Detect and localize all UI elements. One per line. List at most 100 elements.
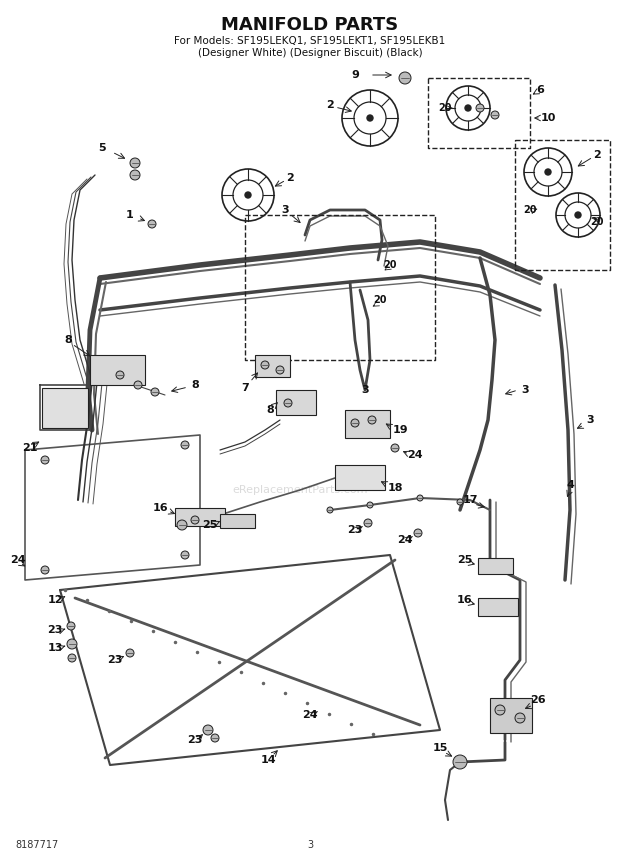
Circle shape bbox=[203, 725, 213, 735]
Circle shape bbox=[130, 158, 140, 168]
Circle shape bbox=[417, 495, 423, 501]
Circle shape bbox=[177, 520, 187, 530]
Text: 15: 15 bbox=[432, 743, 448, 753]
Text: 16: 16 bbox=[457, 595, 473, 605]
Text: 25: 25 bbox=[202, 520, 218, 530]
Text: 7: 7 bbox=[241, 383, 249, 393]
Text: 2: 2 bbox=[286, 173, 294, 183]
Circle shape bbox=[495, 705, 505, 715]
Circle shape bbox=[67, 622, 75, 630]
Text: 14: 14 bbox=[260, 755, 276, 765]
Text: 23: 23 bbox=[347, 525, 363, 535]
Text: 4: 4 bbox=[566, 480, 574, 490]
Text: 8: 8 bbox=[64, 335, 72, 345]
Circle shape bbox=[476, 104, 484, 112]
Text: 8: 8 bbox=[266, 405, 274, 415]
Text: 12: 12 bbox=[47, 595, 63, 605]
Circle shape bbox=[465, 105, 471, 111]
Text: 3: 3 bbox=[521, 385, 529, 395]
Bar bbox=[335, 465, 385, 490]
Bar bbox=[42, 388, 88, 428]
Text: 6: 6 bbox=[536, 85, 544, 95]
Circle shape bbox=[414, 529, 422, 537]
Bar bbox=[478, 598, 518, 616]
Circle shape bbox=[191, 516, 199, 524]
Text: 26: 26 bbox=[530, 695, 546, 705]
Circle shape bbox=[367, 502, 373, 508]
Bar bbox=[345, 410, 390, 438]
Circle shape bbox=[130, 170, 140, 180]
Bar bbox=[175, 508, 225, 526]
Text: 16: 16 bbox=[152, 503, 168, 513]
Text: 25: 25 bbox=[458, 555, 472, 565]
Circle shape bbox=[545, 169, 551, 175]
Text: 3: 3 bbox=[307, 840, 313, 850]
Text: MANIFOLD PARTS: MANIFOLD PARTS bbox=[221, 16, 399, 34]
Text: 24: 24 bbox=[10, 555, 26, 565]
Circle shape bbox=[126, 649, 134, 657]
Text: 23: 23 bbox=[107, 655, 123, 665]
Text: 3: 3 bbox=[586, 415, 594, 425]
Circle shape bbox=[491, 111, 499, 119]
Text: (Designer White) (Designer Biscuit) (Black): (Designer White) (Designer Biscuit) (Bla… bbox=[198, 48, 422, 58]
Bar bbox=[490, 698, 532, 733]
Circle shape bbox=[327, 507, 333, 513]
Text: 19: 19 bbox=[392, 425, 408, 435]
Text: 1: 1 bbox=[126, 210, 134, 220]
Bar bbox=[220, 514, 255, 528]
Circle shape bbox=[368, 416, 376, 424]
Text: 18: 18 bbox=[388, 483, 403, 493]
Text: 24: 24 bbox=[397, 535, 413, 545]
Circle shape bbox=[351, 419, 359, 427]
Circle shape bbox=[515, 713, 525, 723]
Text: 5: 5 bbox=[98, 143, 106, 153]
Text: 24: 24 bbox=[302, 710, 318, 720]
Text: 21: 21 bbox=[22, 443, 38, 453]
Circle shape bbox=[261, 361, 269, 369]
Text: 23: 23 bbox=[47, 625, 63, 635]
Circle shape bbox=[284, 399, 292, 407]
Circle shape bbox=[391, 444, 399, 452]
Text: 9: 9 bbox=[351, 70, 359, 80]
Text: 8: 8 bbox=[191, 380, 199, 390]
Text: For Models: SF195LEKQ1, SF195LEKT1, SF195LEKB1: For Models: SF195LEKQ1, SF195LEKT1, SF19… bbox=[174, 36, 446, 46]
Circle shape bbox=[245, 192, 251, 198]
Text: 23: 23 bbox=[187, 735, 203, 745]
Circle shape bbox=[364, 519, 372, 527]
Text: 2: 2 bbox=[593, 150, 601, 160]
Text: 20: 20 bbox=[523, 205, 537, 215]
Circle shape bbox=[453, 755, 467, 769]
Text: 20: 20 bbox=[383, 260, 397, 270]
Text: 2: 2 bbox=[326, 100, 334, 110]
Circle shape bbox=[67, 639, 77, 649]
Circle shape bbox=[457, 499, 463, 505]
Bar bbox=[255, 355, 290, 377]
Circle shape bbox=[211, 734, 219, 742]
Circle shape bbox=[276, 366, 284, 374]
Circle shape bbox=[399, 72, 411, 84]
Circle shape bbox=[367, 115, 373, 121]
Bar bbox=[90, 355, 145, 385]
Circle shape bbox=[575, 212, 581, 218]
Circle shape bbox=[181, 551, 189, 559]
Circle shape bbox=[116, 371, 124, 379]
Text: eReplacementParts.com: eReplacementParts.com bbox=[232, 485, 368, 495]
Text: 20: 20 bbox=[590, 217, 604, 227]
Text: 20: 20 bbox=[438, 103, 452, 113]
Text: 10: 10 bbox=[540, 113, 556, 123]
Circle shape bbox=[134, 381, 142, 389]
Circle shape bbox=[148, 220, 156, 228]
Text: 3: 3 bbox=[361, 385, 369, 395]
Bar bbox=[478, 558, 513, 574]
Text: 20: 20 bbox=[373, 295, 387, 305]
Circle shape bbox=[68, 654, 76, 662]
Text: 24: 24 bbox=[407, 450, 423, 460]
Text: 17: 17 bbox=[463, 495, 478, 505]
Circle shape bbox=[181, 441, 189, 449]
Text: 3: 3 bbox=[281, 205, 289, 215]
Text: 8187717: 8187717 bbox=[15, 840, 58, 850]
Text: 13: 13 bbox=[47, 643, 63, 653]
Circle shape bbox=[151, 388, 159, 396]
Circle shape bbox=[41, 456, 49, 464]
Bar bbox=[276, 390, 316, 415]
